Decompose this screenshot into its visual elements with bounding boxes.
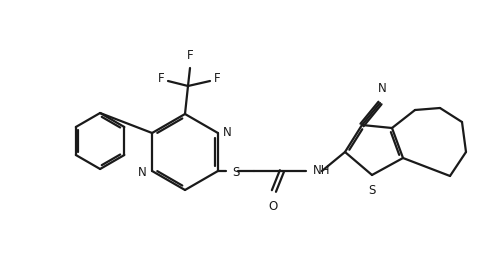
- Text: O: O: [268, 200, 277, 213]
- Text: NH: NH: [313, 164, 331, 178]
- Text: F: F: [214, 73, 220, 85]
- Text: N: N: [138, 167, 147, 179]
- Text: F: F: [158, 73, 164, 85]
- Text: S: S: [368, 184, 376, 197]
- Text: F: F: [187, 49, 193, 62]
- Text: S: S: [232, 166, 239, 179]
- Text: N: N: [223, 125, 232, 139]
- Text: N: N: [378, 82, 386, 95]
